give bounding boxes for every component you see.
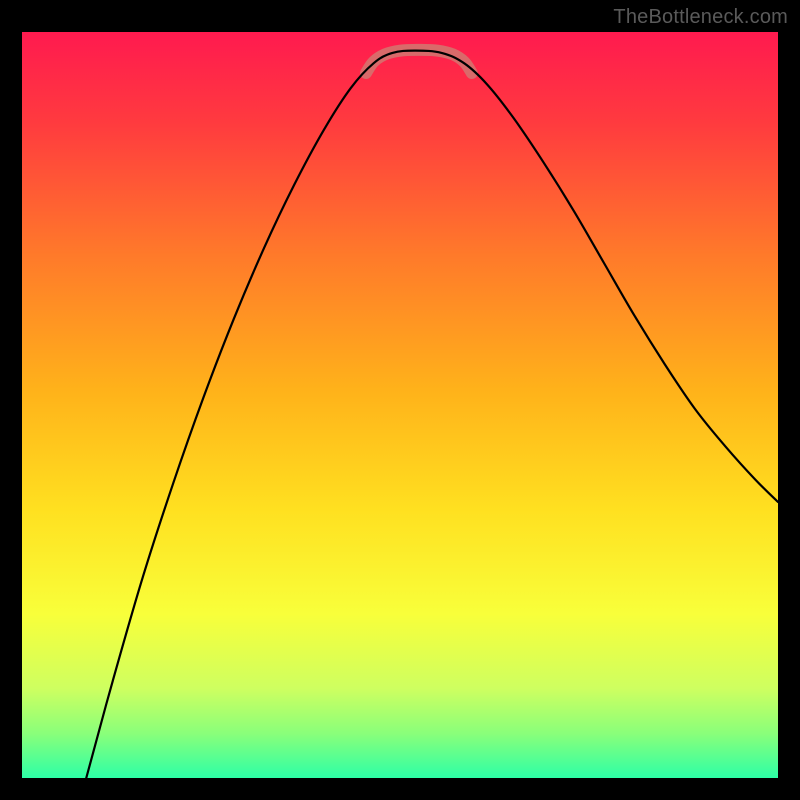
plot-area [22,32,778,778]
watermark-text: TheBottleneck.com [613,6,788,29]
plot-background [22,32,778,778]
chart-container: TheBottleneck.com [0,0,800,800]
chart-svg [22,32,778,778]
